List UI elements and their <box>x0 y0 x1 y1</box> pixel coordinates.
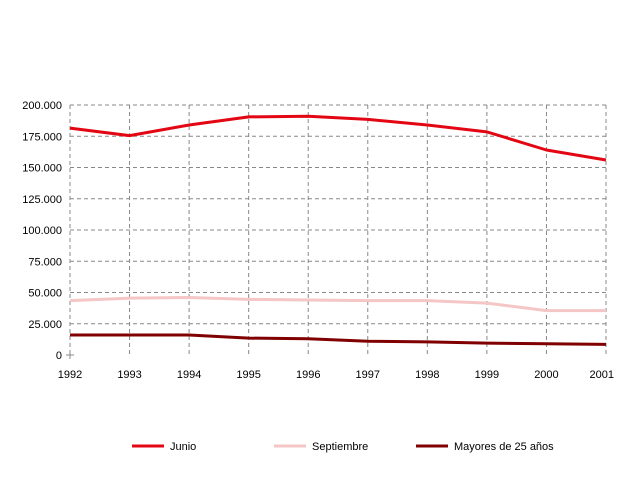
y-tick-label: 25.000 <box>28 319 62 331</box>
grid <box>66 104 607 359</box>
x-tick-label: 1997 <box>356 369 380 381</box>
x-tick-label: 1995 <box>236 369 260 381</box>
series-line-1 <box>69 114 607 162</box>
y-tick-label: 0 <box>56 350 62 362</box>
y-axis: 0 25.000 50.000 75.000 100.000 125.000 150.000… <box>22 100 62 362</box>
y-tick-label: 175.000 <box>22 131 62 143</box>
legend: Junio Septiembre Mayores de 25 años <box>132 441 554 453</box>
series-lines <box>69 114 607 346</box>
x-tick-label: 1999 <box>475 369 499 381</box>
legend-label: Junio <box>170 441 196 453</box>
y-tick-label: 50.000 <box>28 288 62 300</box>
legend-label: Septiembre <box>312 441 368 453</box>
x-tick-label: 1992 <box>58 369 82 381</box>
x-tick-label: 1996 <box>296 369 320 381</box>
y-tick-label: 75.000 <box>28 256 62 268</box>
legend-label: Mayores de 25 años <box>454 441 554 453</box>
x-tick-label: 1993 <box>117 369 141 381</box>
x-tick-label: 2001 <box>590 369 614 381</box>
x-tick-label: 1994 <box>177 369 201 381</box>
series-line-2 <box>69 296 606 313</box>
y-tick-label: 125.000 <box>22 194 62 206</box>
y-tick-label: 200.000 <box>22 100 62 112</box>
x-axis: 1992 1993 1994 1995 1996 1997 1998 1999 2000 2001 <box>58 369 614 381</box>
x-tick-label: 1998 <box>415 369 439 381</box>
y-tick-label: 100.000 <box>22 225 62 237</box>
y-tick-label: 150.000 <box>22 163 62 175</box>
series-line-3 <box>70 333 607 346</box>
x-tick-label: 2000 <box>534 369 558 381</box>
